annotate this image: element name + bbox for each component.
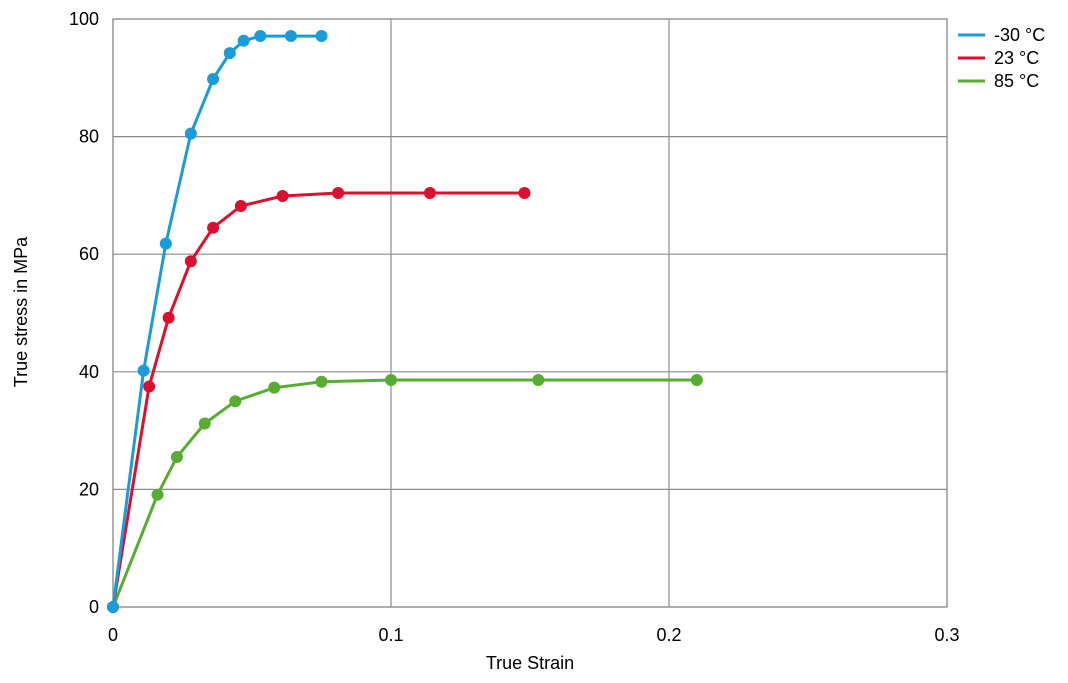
data-point-23C[interactable] bbox=[423, 187, 436, 200]
y-tick-label: 0 bbox=[89, 597, 99, 617]
series-layer bbox=[107, 30, 703, 613]
data-point-23C[interactable] bbox=[518, 187, 531, 200]
series-line-23C bbox=[111, 191, 526, 609]
data-point-85C[interactable] bbox=[198, 417, 211, 430]
data-point-85C[interactable] bbox=[532, 374, 545, 387]
y-tick-label: 20 bbox=[79, 479, 99, 499]
data-point-23C[interactable] bbox=[162, 311, 175, 324]
legend[interactable]: -30 °C 23 °C 85 °C bbox=[958, 25, 1045, 91]
x-tick-label: 0.2 bbox=[656, 625, 681, 645]
data-point-minus30C[interactable] bbox=[207, 72, 220, 85]
data-point-85C[interactable] bbox=[385, 374, 397, 387]
data-point-85C[interactable] bbox=[690, 374, 703, 387]
plot-area-border bbox=[112, 18, 948, 608]
y-tick-label: 60 bbox=[79, 244, 99, 264]
legend-label: 23 °C bbox=[994, 48, 1039, 68]
data-point-minus30C[interactable] bbox=[284, 30, 297, 43]
data-point-23C[interactable] bbox=[234, 199, 247, 212]
y-tick-label: 100 bbox=[69, 9, 99, 29]
data-point-23C[interactable] bbox=[207, 221, 220, 234]
data-point-minus30C[interactable] bbox=[315, 30, 328, 43]
x-tick-label: 0 bbox=[108, 625, 118, 645]
x-tick-label: 0.3 bbox=[934, 625, 959, 645]
legend-item-23C[interactable]: 23 °C bbox=[958, 48, 1039, 68]
data-point-23C[interactable] bbox=[143, 380, 156, 393]
y-tick-label: 40 bbox=[79, 362, 99, 382]
data-point-minus30C[interactable] bbox=[137, 364, 150, 377]
tick-labels: 0 20 40 60 80 100 0 0.1 0.2 0.3 bbox=[69, 9, 960, 645]
series-line-minus30C bbox=[111, 34, 323, 609]
data-point-minus30C[interactable] bbox=[237, 34, 250, 47]
data-point-85C[interactable] bbox=[151, 488, 164, 501]
data-point-23C[interactable] bbox=[276, 189, 289, 202]
data-point-23C[interactable] bbox=[184, 255, 197, 268]
data-point-minus30C[interactable] bbox=[223, 47, 236, 60]
legend-item-minus30C[interactable]: -30 °C bbox=[958, 25, 1045, 45]
y-axis-title: True stress in MPa bbox=[11, 236, 31, 387]
series-85C bbox=[107, 374, 703, 613]
data-point-minus30C[interactable] bbox=[107, 601, 119, 613]
legend-item-85C[interactable]: 85 °C bbox=[958, 71, 1039, 91]
y-tick-label: 80 bbox=[79, 127, 99, 147]
series-minus30C bbox=[107, 30, 328, 613]
data-point-85C[interactable] bbox=[268, 381, 281, 394]
data-point-minus30C[interactable] bbox=[184, 127, 197, 140]
legend-label: 85 °C bbox=[994, 71, 1039, 91]
data-point-85C[interactable] bbox=[229, 395, 242, 408]
data-point-23C[interactable] bbox=[332, 187, 345, 200]
series-23C bbox=[107, 187, 531, 613]
x-axis-title: True Strain bbox=[486, 653, 574, 673]
legend-label: -30 °C bbox=[994, 25, 1045, 45]
grid-layer bbox=[112, 18, 948, 608]
data-point-85C[interactable] bbox=[170, 451, 183, 464]
data-point-minus30C[interactable] bbox=[159, 237, 172, 250]
series-line-85C bbox=[111, 378, 699, 609]
data-point-85C[interactable] bbox=[315, 375, 328, 388]
x-tick-label: 0.1 bbox=[378, 625, 403, 645]
data-point-minus30C[interactable] bbox=[254, 30, 267, 43]
